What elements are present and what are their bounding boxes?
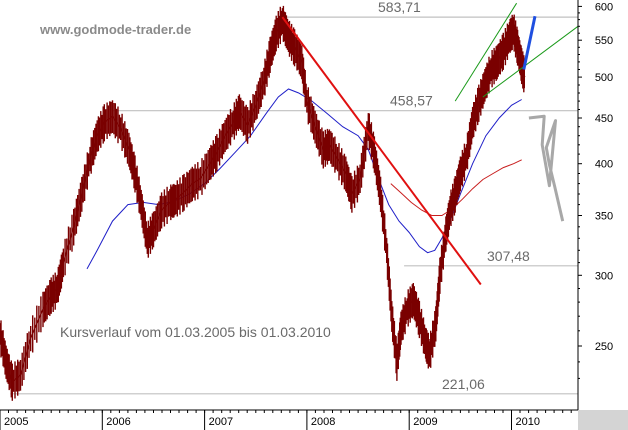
bottom-right-corner xyxy=(578,410,628,430)
level-label: 583,71 xyxy=(378,0,421,15)
y-tick-label: 600 xyxy=(595,1,613,13)
x-tick-label: 2005 xyxy=(4,416,28,428)
y-tick-label: 400 xyxy=(595,159,613,171)
support-resistance-lines xyxy=(10,16,578,395)
downtrend-line xyxy=(281,16,482,286)
y-tick-label: 250 xyxy=(595,341,613,353)
price-series xyxy=(0,5,526,401)
level-labels: 583,71 458,57 307,48 221,06 xyxy=(378,0,530,392)
axes: 250 300 350 400 450 500 550 600 2005 2006 2007 2008… xyxy=(0,0,613,430)
y-tick-label: 550 xyxy=(595,35,613,47)
x-tick-label: 2007 xyxy=(209,416,233,428)
y-tick-label: 500 xyxy=(595,72,613,84)
x-tick-label: 2010 xyxy=(516,416,540,428)
level-label: 221,06 xyxy=(442,376,485,392)
chart-subtitle: Kursverlauf vom 01.03.2005 bis 01.03.201… xyxy=(60,324,331,340)
watermark: www.godmode-trader.de xyxy=(39,22,191,37)
uptrend-channel-line xyxy=(482,25,579,98)
x-tick-label: 2006 xyxy=(106,416,130,428)
plot-area xyxy=(0,0,578,410)
bullish-projection xyxy=(522,15,537,70)
bearish-projection xyxy=(528,114,565,222)
y-tick-label: 300 xyxy=(595,270,613,282)
y-tick-label: 350 xyxy=(595,211,613,223)
y-tick-label: 450 xyxy=(595,113,613,125)
x-tick-label: 2008 xyxy=(311,416,335,428)
chart-annotations xyxy=(281,2,579,286)
level-label: 307,48 xyxy=(487,248,530,264)
level-label: 458,57 xyxy=(390,93,433,109)
uptrend-channel-line xyxy=(454,2,518,102)
x-tick-label: 2009 xyxy=(413,416,437,428)
price-line xyxy=(0,19,526,383)
